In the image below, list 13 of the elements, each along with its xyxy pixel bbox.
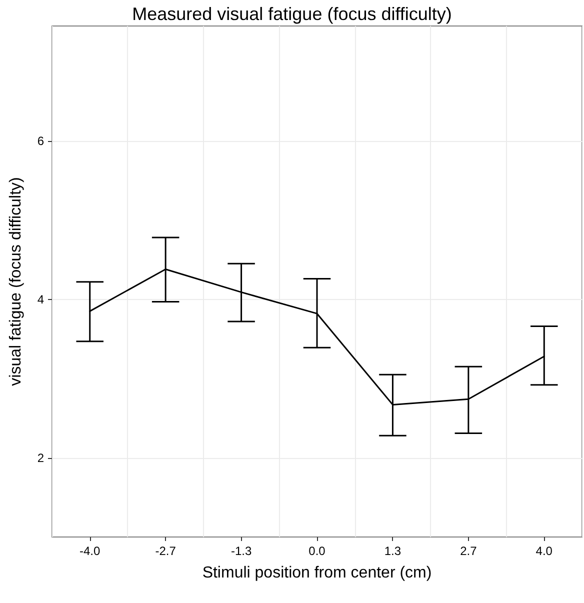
x-tick-label: 4.0 [536, 544, 553, 558]
y-axis-title: visual fatigue (focus difficulty) [8, 177, 24, 386]
x-tick-label: -2.7 [155, 544, 176, 558]
x-axis-title: Stimuli position from center (cm) [202, 564, 432, 582]
x-tick-label: 1.3 [384, 544, 402, 558]
x-tick-label: 0.0 [308, 544, 326, 558]
y-tick-label: 6 [37, 134, 44, 148]
chart-title: Measured visual fatigue (focus difficulty) [132, 4, 452, 24]
x-tick-label: 2.7 [460, 544, 478, 558]
x-tick-label: -4.0 [80, 544, 101, 558]
x-tick-label: -1.3 [230, 544, 252, 558]
y-tick-label: 4 [37, 292, 44, 306]
y-tick-label: 2 [37, 450, 44, 465]
